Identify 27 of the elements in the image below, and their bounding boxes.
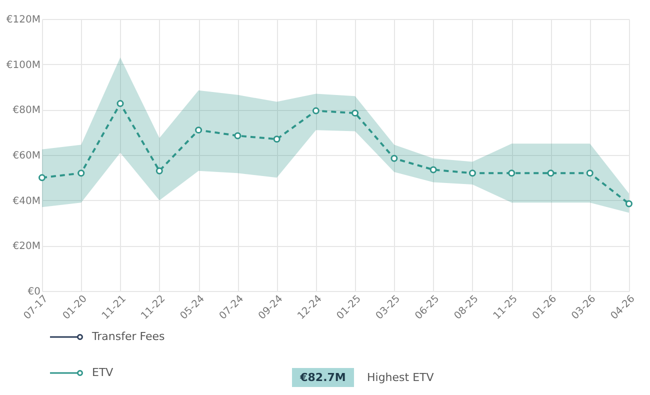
- legend-label: Transfer Fees: [91, 330, 165, 343]
- text: €82.7M: [299, 371, 346, 384]
- y-tick-label: €40M: [12, 196, 40, 207]
- point: [586, 170, 594, 177]
- legend-label: ETV: [92, 366, 114, 379]
- y-tick-label: €20M: [12, 241, 40, 252]
- point: [234, 132, 242, 140]
- point: [352, 110, 359, 117]
- point: [312, 107, 320, 114]
- point: [273, 136, 280, 143]
- text: Highest ETV: [367, 371, 434, 384]
- point: [390, 154, 398, 162]
- point: [547, 170, 554, 177]
- y-tick-label: €80M: [12, 105, 40, 116]
- point: [626, 200, 632, 208]
- y-tick-label: €60M: [12, 150, 40, 162]
- point: [38, 174, 46, 182]
- point: [78, 170, 85, 177]
- point: [508, 170, 516, 177]
- y-tick-label: €100M: [6, 60, 40, 71]
- point: [195, 126, 202, 134]
- point: [156, 167, 163, 174]
- point: [430, 166, 437, 174]
- y-tick-label: €120M: [6, 14, 40, 26]
- y-tick-label: €0: [28, 286, 40, 298]
- point: [468, 170, 476, 177]
- point: [116, 100, 124, 108]
